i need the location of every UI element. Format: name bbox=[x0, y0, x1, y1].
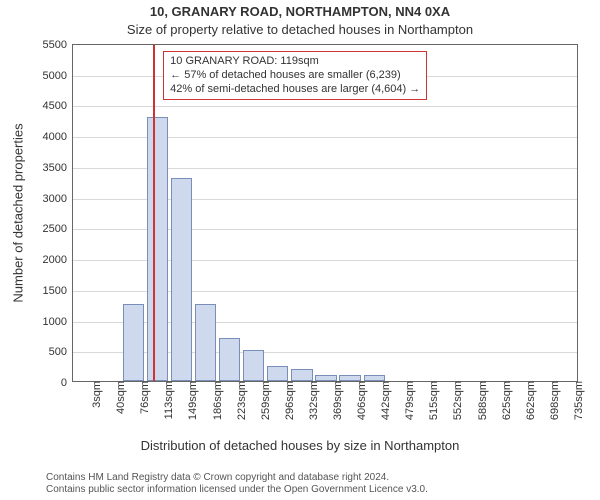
y-tick-label: 5000 bbox=[43, 70, 73, 82]
y-tick-label: 500 bbox=[49, 346, 73, 358]
x-tick-label: 332sqm bbox=[302, 381, 320, 420]
bar bbox=[147, 117, 168, 381]
x-tick-label: 369sqm bbox=[326, 381, 344, 420]
x-tick-label: 406sqm bbox=[350, 381, 368, 420]
x-tick-label: 625sqm bbox=[495, 381, 513, 420]
x-tick-label: 588sqm bbox=[471, 381, 489, 420]
footer-line-2: Contains public sector information licen… bbox=[46, 484, 428, 496]
bar bbox=[291, 369, 312, 381]
chart-title-subtitle: Size of property relative to detached ho… bbox=[0, 22, 600, 37]
y-tick-label: 2000 bbox=[43, 254, 73, 266]
y-tick-label: 2500 bbox=[43, 223, 73, 235]
bar bbox=[219, 338, 240, 381]
x-tick-label: 259sqm bbox=[254, 381, 272, 420]
x-tick-label: 662sqm bbox=[519, 381, 537, 420]
y-axis-label: Number of detached properties bbox=[11, 123, 26, 302]
x-tick-label: 735sqm bbox=[567, 381, 585, 420]
x-tick-label: 76sqm bbox=[133, 381, 151, 414]
footer-attribution: Contains HM Land Registry data © Crown c… bbox=[46, 472, 428, 496]
y-tick-label: 1000 bbox=[43, 316, 73, 328]
bar bbox=[195, 304, 216, 381]
y-tick-label: 0 bbox=[61, 377, 73, 389]
footer-line-1: Contains HM Land Registry data © Crown c… bbox=[46, 472, 428, 484]
y-tick-label: 4500 bbox=[43, 100, 73, 112]
annotation-line-2: ← 57% of detached houses are smaller (6,… bbox=[170, 69, 420, 83]
x-tick-label: 149sqm bbox=[181, 381, 199, 420]
x-tick-label: 186sqm bbox=[206, 381, 224, 420]
annotation-line-3: 42% of semi-detached houses are larger (… bbox=[170, 83, 420, 97]
bar bbox=[243, 350, 264, 381]
annotation-box: 10 GRANARY ROAD: 119sqm ← 57% of detache… bbox=[163, 51, 427, 100]
y-tick-label: 4000 bbox=[43, 131, 73, 143]
y-tick-label: 5500 bbox=[43, 39, 73, 51]
chart-container: 10, GRANARY ROAD, NORTHAMPTON, NN4 0XA S… bbox=[0, 0, 600, 500]
x-tick-label: 296sqm bbox=[278, 381, 296, 420]
x-tick-label: 552sqm bbox=[446, 381, 464, 420]
x-tick-label: 479sqm bbox=[398, 381, 416, 420]
bar bbox=[123, 304, 144, 381]
x-tick-label: 3sqm bbox=[85, 381, 103, 408]
x-tick-label: 113sqm bbox=[157, 381, 175, 419]
y-tick-label: 1500 bbox=[43, 285, 73, 297]
plot-area: 0500100015002000250030003500400045005000… bbox=[72, 44, 578, 382]
x-tick-label: 40sqm bbox=[109, 381, 127, 414]
bar bbox=[267, 366, 288, 381]
y-tick-label: 3000 bbox=[43, 193, 73, 205]
annotation-line-1: 10 GRANARY ROAD: 119sqm bbox=[170, 55, 420, 69]
reference-line bbox=[153, 45, 155, 381]
x-tick-label: 442sqm bbox=[374, 381, 392, 420]
y-tick-label: 3500 bbox=[43, 162, 73, 174]
chart-title-address: 10, GRANARY ROAD, NORTHAMPTON, NN4 0XA bbox=[0, 4, 600, 19]
bar bbox=[171, 178, 192, 381]
x-tick-label: 698sqm bbox=[543, 381, 561, 420]
x-tick-label: 515sqm bbox=[422, 381, 440, 420]
x-tick-label: 223sqm bbox=[230, 381, 248, 420]
x-axis-label: Distribution of detached houses by size … bbox=[0, 438, 600, 453]
